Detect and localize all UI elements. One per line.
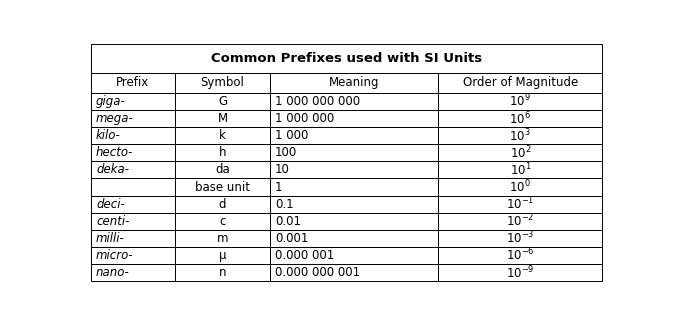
Bar — [270, 144, 439, 161]
Text: base unit: base unit — [195, 181, 250, 194]
Bar — [91, 110, 175, 127]
Bar — [270, 230, 439, 247]
Text: 10: 10 — [275, 164, 290, 176]
Text: milli-: milli- — [96, 232, 125, 245]
Bar — [439, 144, 602, 161]
Text: 0.000 001: 0.000 001 — [275, 249, 334, 262]
Bar — [270, 127, 439, 144]
Text: M: M — [218, 112, 228, 125]
Text: Common Prefixes used with SI Units: Common Prefixes used with SI Units — [211, 52, 482, 65]
Bar — [270, 247, 439, 264]
Text: deci-: deci- — [96, 198, 125, 211]
Bar — [91, 161, 175, 178]
Text: $10^{-3}$: $10^{-3}$ — [506, 230, 535, 247]
Text: 0.000 000 001: 0.000 000 001 — [275, 266, 360, 279]
Bar — [270, 264, 439, 281]
Bar — [439, 264, 602, 281]
Text: mega-: mega- — [96, 112, 134, 125]
Bar — [175, 161, 270, 178]
Text: 1 000 000 000: 1 000 000 000 — [275, 95, 360, 108]
Text: $10^{0}$: $10^{0}$ — [510, 179, 531, 195]
Text: $10^{1}$: $10^{1}$ — [510, 162, 531, 178]
Bar — [91, 144, 175, 161]
Bar — [270, 195, 439, 213]
Text: $10^{-6}$: $10^{-6}$ — [506, 247, 535, 264]
Bar — [91, 127, 175, 144]
Text: centi-: centi- — [96, 215, 129, 228]
Text: $10^{-2}$: $10^{-2}$ — [506, 213, 535, 230]
Text: Prefix: Prefix — [116, 76, 149, 89]
Bar — [91, 247, 175, 264]
Bar — [439, 161, 602, 178]
Bar — [270, 72, 439, 93]
Text: c: c — [219, 215, 226, 228]
Bar — [175, 195, 270, 213]
Text: 1: 1 — [275, 181, 283, 194]
Bar — [91, 44, 602, 72]
Bar — [439, 195, 602, 213]
Text: nano-: nano- — [96, 266, 130, 279]
Bar — [439, 72, 602, 93]
Text: 1 000: 1 000 — [275, 129, 308, 142]
Text: giga-: giga- — [96, 95, 126, 108]
Text: $10^{9}$: $10^{9}$ — [510, 93, 531, 110]
Bar — [175, 110, 270, 127]
Bar — [175, 264, 270, 281]
Text: d: d — [219, 198, 226, 211]
Bar — [91, 93, 175, 110]
Bar — [439, 93, 602, 110]
Bar — [439, 178, 602, 195]
Bar — [439, 230, 602, 247]
Text: n: n — [219, 266, 226, 279]
Text: m: m — [217, 232, 228, 245]
Bar — [175, 127, 270, 144]
Bar — [91, 195, 175, 213]
Bar — [270, 161, 439, 178]
Bar — [270, 178, 439, 195]
Bar — [175, 72, 270, 93]
Bar — [175, 230, 270, 247]
Text: h: h — [219, 146, 226, 159]
Bar — [175, 247, 270, 264]
Text: kilo-: kilo- — [96, 129, 121, 142]
Text: micro-: micro- — [96, 249, 134, 262]
Bar — [439, 213, 602, 230]
Text: $10^{6}$: $10^{6}$ — [510, 110, 531, 127]
Bar — [175, 178, 270, 195]
Text: μ: μ — [219, 249, 226, 262]
Bar — [175, 93, 270, 110]
Text: k: k — [219, 129, 226, 142]
Text: G: G — [218, 95, 227, 108]
Bar — [91, 72, 175, 93]
Bar — [175, 213, 270, 230]
Text: da: da — [215, 164, 230, 176]
Text: 0.001: 0.001 — [275, 232, 308, 245]
Text: 0.01: 0.01 — [275, 215, 301, 228]
Bar — [91, 178, 175, 195]
Bar — [91, 230, 175, 247]
Text: $10^{2}$: $10^{2}$ — [510, 145, 531, 161]
Text: hecto-: hecto- — [96, 146, 133, 159]
Text: $10^{-1}$: $10^{-1}$ — [506, 196, 535, 213]
Text: Meaning: Meaning — [329, 76, 379, 89]
Text: 100: 100 — [275, 146, 297, 159]
Bar — [270, 93, 439, 110]
Text: 0.1: 0.1 — [275, 198, 293, 211]
Bar — [91, 213, 175, 230]
Text: Order of Magnitude: Order of Magnitude — [462, 76, 578, 89]
Bar — [175, 144, 270, 161]
Bar — [439, 127, 602, 144]
Text: $10^{-9}$: $10^{-9}$ — [506, 264, 535, 281]
Text: Symbol: Symbol — [201, 76, 245, 89]
Bar — [270, 213, 439, 230]
Text: 1 000 000: 1 000 000 — [275, 112, 334, 125]
Bar — [270, 110, 439, 127]
Bar — [91, 264, 175, 281]
Bar — [439, 110, 602, 127]
Bar — [439, 247, 602, 264]
Text: deka-: deka- — [96, 164, 129, 176]
Text: $10^{3}$: $10^{3}$ — [510, 128, 531, 144]
